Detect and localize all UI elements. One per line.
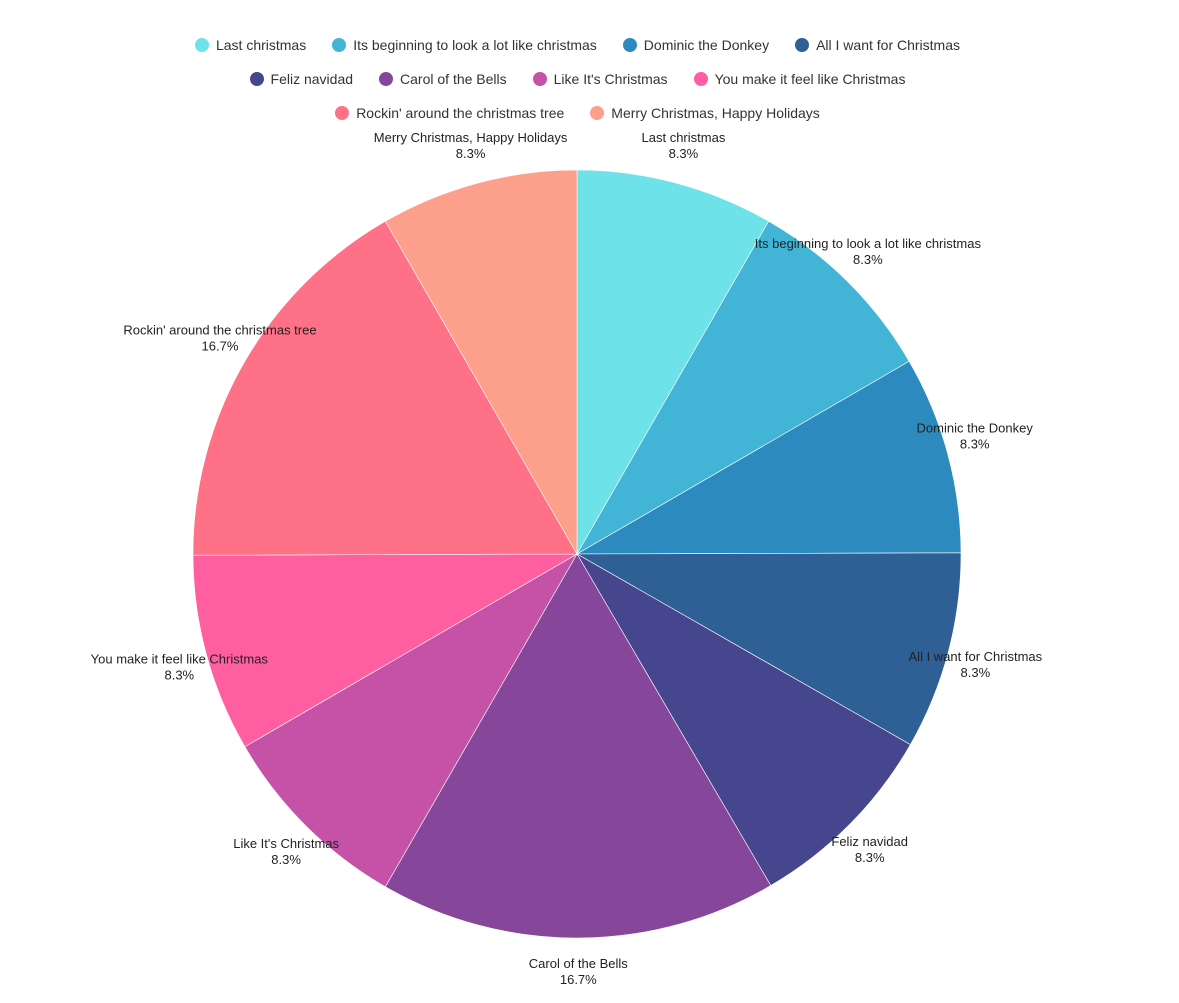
legend-row: Feliz navidad Carol of the Bells Like It… — [0, 62, 1155, 96]
slice-percent: 8.3% — [669, 146, 699, 161]
legend-item[interactable]: Merry Christmas, Happy Holidays — [590, 105, 820, 121]
legend-item[interactable]: Its beginning to look a lot like christm… — [332, 37, 597, 53]
legend-item[interactable]: Feliz navidad — [249, 71, 354, 87]
legend-item[interactable]: Last christmas — [194, 37, 307, 53]
slice-name: Like It's Christmas — [233, 836, 339, 851]
legend-swatch — [795, 38, 810, 52]
legend-label: Its beginning to look a lot like christm… — [353, 37, 597, 53]
pie-slice[interactable] — [575, 360, 962, 555]
pie-slice[interactable] — [244, 553, 578, 888]
legend-row: Last christmas Its beginning to look a l… — [0, 28, 1155, 62]
slice-percent: 8.3% — [960, 436, 990, 451]
slice-percent: 8.3% — [853, 252, 883, 267]
slice-label: Rockin' around the christmas tree 16.7% — [123, 322, 316, 353]
legend-item[interactable]: Rockin' around the christmas tree — [335, 105, 564, 121]
legend-swatch — [590, 106, 605, 120]
slice-name: Carol of the Bells — [529, 956, 628, 971]
slice-percent: 8.3% — [164, 668, 194, 683]
legend-item[interactable]: Like It's Christmas — [532, 71, 668, 87]
pie-slice[interactable] — [576, 169, 770, 556]
legend-swatch — [622, 38, 637, 52]
legend-label: Like It's Christmas — [553, 71, 668, 87]
slice-label: Merry Christmas, Happy Holidays 8.3% — [374, 130, 568, 161]
slice-percent: 8.3% — [456, 146, 486, 161]
legend-label: Dominic the Donkey — [643, 37, 770, 53]
legend-label: You make it feel like Christmas — [714, 71, 906, 87]
legend-swatch — [532, 72, 547, 86]
slice-percent: 8.3% — [271, 852, 301, 867]
legend-label: Last christmas — [215, 37, 307, 53]
slice-percent: 8.3% — [855, 850, 885, 865]
slice-label: Feliz navidad 8.3% — [831, 834, 908, 865]
legend-swatch — [379, 72, 394, 86]
pie-slice[interactable] — [192, 220, 578, 556]
pie-slice[interactable] — [192, 553, 579, 748]
slice-name: Dominic the Donkey — [917, 420, 1034, 435]
slice-label: All I want for Christmas 8.3% — [909, 649, 1043, 680]
slice-name: Its beginning to look a lot like christm… — [755, 236, 982, 251]
legend-label: Carol of the Bells — [400, 71, 507, 87]
legend-label: All I want for Christmas — [816, 37, 961, 53]
slice-label: Carol of the Bells 16.7% — [529, 956, 628, 987]
legend-item[interactable]: Dominic the Donkey — [622, 37, 770, 53]
legend-item[interactable]: You make it feel like Christmas — [693, 71, 906, 87]
slice-name: Feliz navidad — [831, 834, 908, 849]
slice-percent: 16.7% — [202, 338, 239, 353]
legend-swatch — [693, 72, 708, 86]
pie-slice[interactable] — [576, 553, 911, 886]
legend-swatch — [194, 38, 209, 52]
slice-label: Last christmas 8.3% — [642, 130, 726, 161]
slice-label: Like It's Christmas 8.3% — [233, 836, 339, 867]
slice-name: All I want for Christmas — [909, 649, 1043, 664]
slice-name: Last christmas — [642, 130, 726, 145]
slice-percent: 16.7% — [560, 972, 597, 987]
slice-label: Its beginning to look a lot like christm… — [755, 236, 982, 267]
pie-slice[interactable] — [575, 552, 962, 746]
slice-label: Dominic the Donkey 8.3% — [917, 420, 1034, 451]
legend-swatch — [332, 38, 347, 52]
chart-legend: Last christmas Its beginning to look a l… — [0, 28, 1155, 130]
pie-slice[interactable] — [576, 220, 910, 555]
slice-name: Rockin' around the christmas tree — [123, 322, 316, 337]
pie-labels: Last christmas 8.3%Its beginning to look … — [91, 130, 1043, 987]
legend-swatch — [249, 72, 264, 86]
legend-label: Rockin' around the christmas tree — [356, 105, 565, 121]
slice-percent: 8.3% — [961, 665, 991, 680]
legend-item[interactable]: All I want for Christmas — [795, 37, 960, 53]
pie-slices — [192, 169, 962, 939]
pie-slice[interactable] — [384, 553, 772, 939]
slice-name: Merry Christmas, Happy Holidays — [374, 130, 568, 145]
legend-row: Rockin' around the christmas tree Merry … — [0, 96, 1155, 130]
legend-item[interactable]: Carol of the Bells — [379, 71, 507, 87]
slice-name: You make it feel like Christmas — [91, 652, 269, 667]
pie-slice[interactable] — [384, 169, 578, 556]
legend-label: Feliz navidad — [270, 71, 354, 87]
legend-label: Merry Christmas, Happy Holidays — [611, 105, 820, 121]
legend-swatch — [335, 106, 350, 120]
slice-label: You make it feel like Christmas 8.3% — [91, 652, 269, 683]
